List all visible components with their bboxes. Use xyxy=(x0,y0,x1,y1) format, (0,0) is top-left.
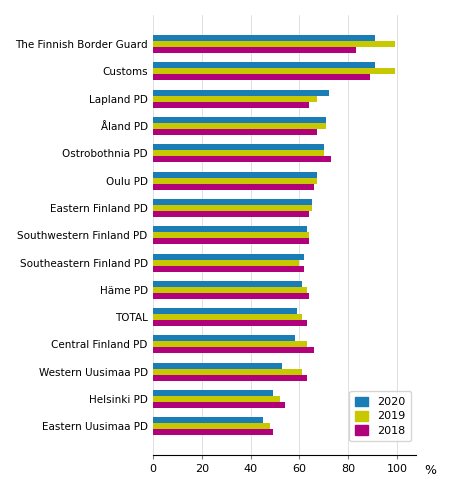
Bar xyxy=(153,117,326,123)
Bar xyxy=(153,396,280,402)
Bar xyxy=(153,156,331,163)
Bar xyxy=(153,211,309,217)
Bar xyxy=(153,102,309,108)
Bar xyxy=(153,293,309,299)
Bar xyxy=(153,260,300,266)
Bar xyxy=(153,238,309,244)
Bar xyxy=(153,171,316,178)
Bar xyxy=(153,68,395,74)
Bar xyxy=(153,417,263,423)
Bar xyxy=(153,320,307,326)
Bar xyxy=(153,375,307,381)
Bar xyxy=(153,390,272,396)
Bar xyxy=(153,363,282,369)
Bar xyxy=(153,41,395,47)
Bar xyxy=(153,47,355,53)
Bar xyxy=(153,96,316,102)
Bar xyxy=(153,199,311,205)
Bar xyxy=(153,369,302,375)
Bar xyxy=(153,144,324,150)
Bar xyxy=(153,178,316,184)
Bar xyxy=(153,348,314,354)
Bar xyxy=(153,266,304,272)
Bar xyxy=(153,335,295,341)
Bar xyxy=(153,287,307,293)
Legend: 2020, 2019, 2018: 2020, 2019, 2018 xyxy=(349,391,411,441)
Bar xyxy=(153,74,370,81)
Bar xyxy=(153,62,375,68)
Bar xyxy=(153,314,302,320)
Bar xyxy=(153,184,314,190)
Bar xyxy=(153,402,285,408)
Bar xyxy=(153,90,329,96)
Bar xyxy=(153,35,375,41)
Bar xyxy=(153,341,307,348)
Bar xyxy=(153,253,304,260)
Bar xyxy=(153,205,311,211)
Bar xyxy=(153,123,326,129)
Bar xyxy=(153,129,316,135)
Bar xyxy=(153,430,272,436)
Bar xyxy=(153,281,302,287)
Bar xyxy=(153,226,307,232)
Bar xyxy=(153,423,270,430)
Bar xyxy=(153,232,309,238)
Bar xyxy=(153,150,324,156)
Text: %: % xyxy=(424,464,436,477)
Bar xyxy=(153,308,297,314)
